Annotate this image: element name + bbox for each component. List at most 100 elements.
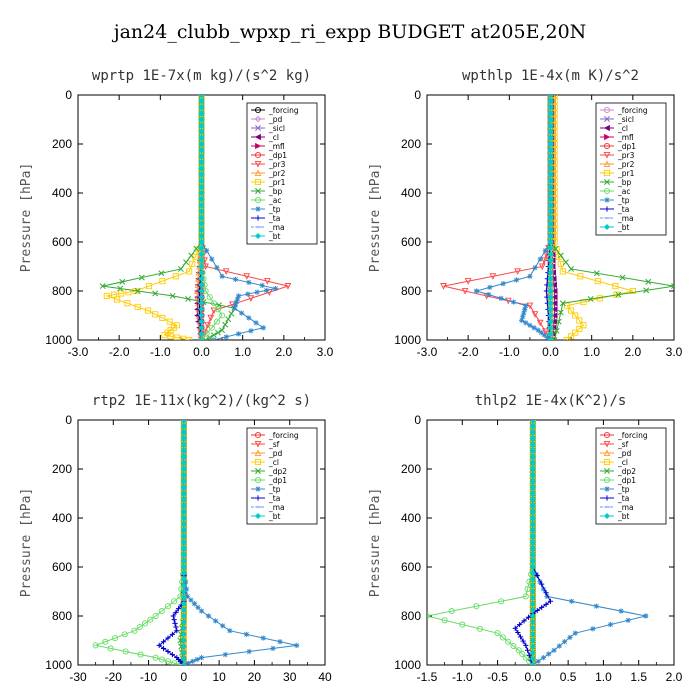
- legend-label: _cl: [268, 133, 279, 142]
- data-point: [198, 196, 205, 203]
- data-point: [219, 312, 226, 319]
- data-point: [198, 312, 205, 319]
- legend-marker: [604, 468, 610, 474]
- legend-box: [595, 102, 667, 236]
- data-point: [534, 607, 540, 614]
- data-point: [180, 563, 187, 571]
- series-group: [99, 95, 292, 340]
- data-point: [99, 283, 106, 290]
- panel-1: wprtp 1E-7x(m kg)/(s^2 kg) Pressure [hPa]…: [19, 68, 334, 359]
- data-point: [594, 278, 601, 285]
- data-point: [185, 660, 191, 665]
- data-point: [580, 298, 587, 306]
- legend-marker: [604, 116, 610, 122]
- data-point: [529, 459, 536, 466]
- y-axis-label: Pressure [hPa]: [19, 488, 34, 598]
- legend-label: _tp: [268, 485, 281, 494]
- legend-label: _forcing: [617, 431, 648, 440]
- legend-label: _cl: [268, 458, 279, 467]
- legend-item-ma: _ma: [600, 503, 634, 512]
- data-point: [180, 551, 187, 558]
- series-line-pr3: [443, 95, 551, 340]
- data-point: [529, 625, 536, 632]
- data-point: [253, 320, 259, 326]
- data-point: [198, 140, 205, 148]
- legend-item-pr2: _pr2: [251, 169, 286, 178]
- x-tick-label: 2.0: [275, 345, 292, 359]
- data-point: [204, 322, 212, 329]
- data-point: [180, 441, 187, 448]
- data-point: [243, 631, 250, 637]
- legend-item-sicl: _sicl: [600, 115, 634, 124]
- data-point: [512, 625, 518, 631]
- legend-item-bp: _bp: [600, 178, 632, 187]
- y-tick-label: 200: [52, 137, 72, 151]
- data-point: [645, 278, 652, 285]
- data-point: [270, 645, 276, 652]
- data-point: [214, 306, 222, 313]
- data-point: [543, 590, 549, 596]
- data-point: [112, 635, 119, 642]
- data-point: [152, 290, 159, 297]
- data-point: [141, 620, 149, 627]
- data-point: [198, 134, 205, 141]
- data-point: [180, 570, 187, 577]
- legend: _forcing_pd_sicl_cl_mfl_dp1_pr3_pr2_pr1_…: [246, 102, 318, 245]
- data-point: [235, 293, 242, 299]
- data-point: [166, 318, 173, 325]
- y-tick-label: 400: [401, 186, 421, 200]
- data-point: [547, 189, 554, 197]
- data-point: [517, 634, 524, 640]
- data-point: [547, 269, 554, 276]
- x-tick-label: -1.0: [499, 345, 520, 359]
- legend-item-ma: _ma: [251, 223, 285, 232]
- data-point: [180, 484, 187, 491]
- data-point: [165, 648, 171, 655]
- legend-label: _ta: [617, 205, 629, 214]
- series-markers-bt: [198, 95, 205, 340]
- data-point: [254, 289, 260, 295]
- data-point: [542, 247, 548, 254]
- data-point: [559, 300, 566, 307]
- data-point: [513, 277, 520, 283]
- data-point: [158, 608, 165, 615]
- data-point: [173, 624, 179, 630]
- data-point: [213, 618, 219, 624]
- data-point: [593, 270, 600, 277]
- legend-marker: [604, 486, 610, 492]
- data-point: [529, 606, 536, 613]
- data-point: [264, 278, 271, 285]
- data-point: [294, 642, 300, 648]
- legend-label: _pr1: [268, 178, 286, 187]
- legend-label: _tp: [268, 205, 281, 214]
- data-point: [521, 310, 527, 316]
- data-point: [246, 315, 252, 321]
- data-point: [547, 110, 554, 117]
- data-point: [529, 527, 536, 534]
- data-point: [547, 324, 554, 331]
- data-point: [180, 502, 187, 509]
- legend-marker: [603, 151, 611, 159]
- data-point: [177, 637, 184, 644]
- data-point: [220, 623, 226, 629]
- data-point: [225, 316, 232, 323]
- data-point: [134, 303, 141, 310]
- data-point: [92, 642, 99, 649]
- legend-label: _forcing: [268, 431, 299, 440]
- legend-label: _ma: [617, 214, 634, 223]
- x-tick-label: 2.0: [624, 345, 641, 359]
- data-point: [464, 278, 472, 285]
- data-point: [498, 598, 505, 605]
- y-tick-label: 0: [414, 413, 421, 427]
- data-point: [180, 661, 187, 665]
- legend-marker: [255, 468, 261, 474]
- legend-label: _dp1: [617, 142, 636, 151]
- data-point: [529, 420, 536, 424]
- data-point: [114, 296, 121, 303]
- x-tick-label: -1.0: [150, 345, 171, 359]
- legend-label: _dp1: [268, 476, 287, 485]
- data-point: [198, 95, 205, 99]
- legend-label: _ma: [268, 503, 285, 512]
- data-point: [232, 276, 239, 282]
- x-tick-label: -3.0: [417, 345, 438, 359]
